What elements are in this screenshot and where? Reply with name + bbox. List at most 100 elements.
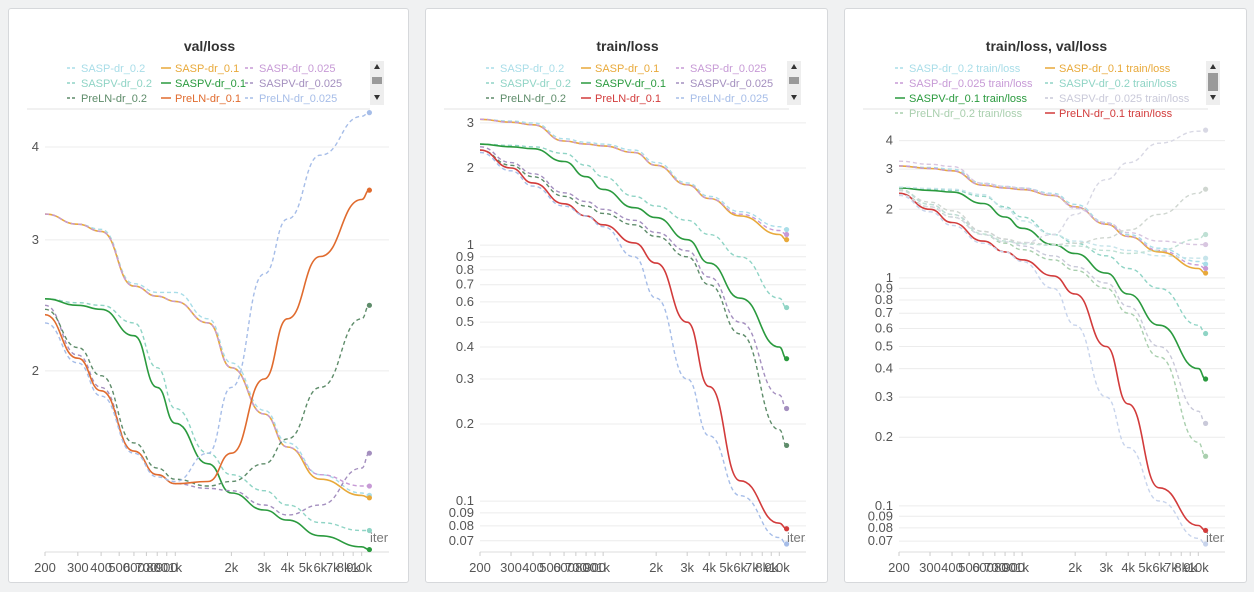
scroll-up-icon[interactable] — [374, 64, 380, 69]
series-SASPV-dr_0.025 train/loss[interactable] — [898, 189, 1209, 426]
legend-item[interactable]: SASPV-dr_0.025 — [676, 78, 773, 90]
legend-label: SASP-dr_0.1 — [175, 63, 239, 75]
x-tick-label: 4k — [702, 560, 716, 575]
x-tick-label: 10k — [1188, 560, 1209, 575]
legend-item[interactable]: SASP-dr_0.1 — [161, 63, 239, 75]
legend-item[interactable]: SASPV-dr_0.025 train/loss — [1045, 93, 1190, 105]
x-tick-label: 400 — [941, 560, 963, 575]
series-line — [479, 151, 787, 545]
legend-item[interactable]: SASP-dr_0.2 train/loss — [895, 63, 1021, 75]
legend-item[interactable]: SASP-dr_0.025 — [245, 63, 335, 75]
series-line — [44, 298, 370, 532]
legend-item[interactable]: SASPV-dr_0.025 — [245, 78, 342, 90]
legend-item[interactable]: SASPV-dr_0.2 train/loss — [1045, 78, 1178, 90]
series-SASP-dr_0.025 train/loss[interactable] — [898, 165, 1209, 272]
legend-label: SASP-dr_0.2 — [500, 63, 564, 75]
series-endpoint — [783, 405, 790, 412]
series-line — [898, 165, 1206, 265]
legend-label: PreLN-dr_0.2 — [500, 93, 566, 105]
x-tick-label: 800 — [146, 560, 168, 575]
series-SASP-dr_0.2[interactable] — [479, 118, 790, 233]
series-SASP-dr_0.2 train/loss[interactable] — [898, 165, 1209, 267]
legend-label: SASP-dr_0.1 train/loss — [1059, 63, 1171, 75]
series-PreLN-dr_0.1[interactable] — [44, 187, 373, 485]
scroll-up-icon[interactable] — [791, 64, 797, 69]
x-tick-label: 5k — [719, 560, 733, 575]
scroll-down-icon[interactable] — [374, 95, 380, 100]
legend-item[interactable]: PreLN-dr_0.2 — [67, 93, 147, 105]
series-line — [898, 187, 1206, 380]
series-unlabeled[interactable] — [898, 160, 1209, 248]
series-SASP-dr_0.1 train/loss[interactable] — [898, 165, 1209, 276]
series-unlabeled[interactable] — [898, 194, 1209, 547]
series-line — [44, 111, 370, 483]
series-PreLN-dr_0.2[interactable] — [479, 149, 790, 449]
legend-item[interactable]: SASPV-dr_0.2 — [486, 78, 571, 90]
legend-label: SASPV-dr_0.025 — [259, 78, 342, 90]
legend-item[interactable]: SASPV-dr_0.1 — [161, 78, 246, 90]
series-line — [479, 143, 787, 309]
series-SASP-dr_0.025[interactable] — [44, 213, 373, 489]
x-tick-label: 300 — [500, 560, 522, 575]
series-SASPV-dr_0.2 train/loss[interactable] — [898, 187, 1209, 337]
x-tick-label: 7k — [745, 560, 759, 575]
y-tick-label: 0.08 — [449, 518, 474, 533]
scrollbar-thumb[interactable] — [372, 77, 382, 84]
series-PreLN-dr_0.1 train/loss[interactable] — [898, 192, 1209, 534]
x-tick-label: 400 — [522, 560, 544, 575]
y-tick-label: 1 — [886, 270, 893, 285]
legend-item[interactable]: PreLN-dr_0.1 train/loss — [1045, 108, 1173, 120]
series-PreLN-dr_0.025[interactable] — [479, 151, 790, 547]
legend-label: SASP-dr_0.2 — [81, 63, 145, 75]
scroll-down-icon[interactable] — [791, 95, 797, 100]
legend-item[interactable]: PreLN-dr_0.1 — [161, 93, 241, 105]
legend-item[interactable]: SASP-dr_0.1 — [581, 63, 659, 75]
legend-item[interactable]: PreLN-dr_0.1 — [581, 93, 661, 105]
series-endpoint — [366, 527, 373, 534]
x-tick-label: 3k — [680, 560, 694, 575]
series-unlabeled[interactable] — [898, 188, 1209, 255]
chart-panel-train-loss: train/loss SASP-dr_0.2 SASP-dr_0.1 SASP-dr_… — [425, 8, 828, 583]
legend-label: PreLN-dr_0.2 — [81, 93, 147, 105]
legend-label: PreLN-dr_0.1 — [595, 93, 661, 105]
series-PreLN-dr_0.025[interactable] — [44, 110, 373, 483]
legend-item[interactable]: SASPV-dr_0.1 — [581, 78, 666, 90]
legend-scrollbar[interactable] — [787, 61, 801, 105]
legend-item[interactable]: SASP-dr_0.2 — [486, 63, 564, 75]
scroll-up-icon[interactable] — [1210, 64, 1216, 69]
legend-item[interactable]: PreLN-dr_0.2 train/loss — [895, 108, 1023, 120]
legend-scrollbar[interactable] — [370, 61, 384, 105]
series-PreLN-dr_0.2[interactable] — [44, 302, 373, 487]
series-SASP-dr_0.1[interactable] — [44, 213, 373, 501]
scrollbar-thumb[interactable] — [1208, 73, 1218, 91]
legend-item[interactable]: SASP-dr_0.025 — [676, 63, 766, 75]
series-endpoint — [1202, 265, 1209, 272]
legend-item[interactable]: PreLN-dr_0.025 — [676, 93, 768, 105]
scrollbar-thumb[interactable] — [789, 77, 799, 84]
series-line — [898, 165, 1206, 274]
legend-item[interactable]: SASP-dr_0.1 train/loss — [1045, 63, 1171, 75]
legend-item[interactable]: SASP-dr_0.2 — [67, 63, 145, 75]
y-tick-label: 0.8 — [456, 262, 474, 277]
series-SASPV-dr_0.1[interactable] — [479, 143, 790, 362]
scroll-down-icon[interactable] — [1210, 95, 1216, 100]
legend-label: SASP-dr_0.1 — [595, 63, 659, 75]
series-SASPV-dr_0.025[interactable] — [44, 304, 373, 516]
series-SASPV-dr_0.1[interactable] — [44, 298, 373, 553]
series-SASPV-dr_0.2[interactable] — [479, 143, 790, 311]
legend-item[interactable]: SASPV-dr_0.2 — [67, 78, 152, 90]
series-SASPV-dr_0.025[interactable] — [479, 146, 790, 412]
legend-item[interactable]: PreLN-dr_0.2 — [486, 93, 566, 105]
series-unlabeled[interactable] — [898, 127, 1209, 244]
series-PreLN-dr_0.1[interactable] — [479, 149, 790, 532]
series-SASPV-dr_0.2[interactable] — [44, 298, 373, 534]
x-tick-label: 200 — [888, 560, 910, 575]
x-tick-label: 700 — [136, 560, 158, 575]
x-tick-label: 9k — [764, 560, 778, 575]
legend-item[interactable]: SASP-dr_0.025 train/loss — [895, 78, 1033, 90]
series-SASP-dr_0.025[interactable] — [479, 118, 790, 238]
legend-scrollbar[interactable] — [1206, 61, 1220, 105]
legend-item[interactable]: SASPV-dr_0.1 train/loss — [895, 93, 1028, 105]
legend-item[interactable]: PreLN-dr_0.025 — [245, 93, 337, 105]
series-SASPV-dr_0.1 train/loss[interactable] — [898, 187, 1209, 382]
